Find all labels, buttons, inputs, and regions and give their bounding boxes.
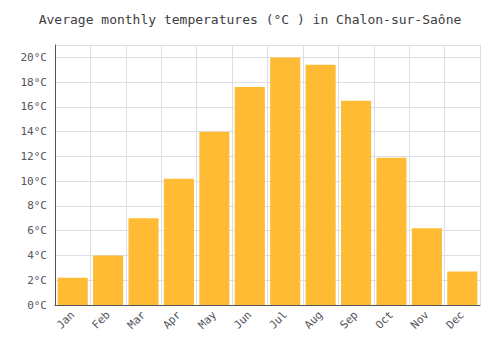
svg-text:16°C: 16°C xyxy=(21,100,48,113)
svg-text:Jun: Jun xyxy=(231,308,254,331)
svg-text:18°C: 18°C xyxy=(21,76,48,89)
svg-text:Apr: Apr xyxy=(160,308,183,331)
svg-text:May: May xyxy=(196,308,219,331)
svg-text:Average monthly temperatures (: Average monthly temperatures (°C ) in Ch… xyxy=(39,12,462,27)
svg-text:20°C: 20°C xyxy=(21,51,48,64)
svg-text:6°C: 6°C xyxy=(27,224,47,237)
svg-text:Feb: Feb xyxy=(89,308,112,331)
svg-text:0°C: 0°C xyxy=(27,299,47,312)
svg-text:10°C: 10°C xyxy=(21,175,48,188)
svg-text:4°C: 4°C xyxy=(27,249,47,262)
svg-text:Dec: Dec xyxy=(444,308,467,331)
svg-text:Jan: Jan xyxy=(54,308,77,331)
svg-text:8°C: 8°C xyxy=(27,199,47,212)
svg-text:Sep: Sep xyxy=(337,308,360,331)
svg-text:14°C: 14°C xyxy=(21,125,48,138)
svg-text:Aug: Aug xyxy=(302,308,325,331)
svg-text:Nov: Nov xyxy=(408,308,431,331)
svg-text:Mar: Mar xyxy=(125,308,148,331)
svg-text:Oct: Oct xyxy=(373,308,396,331)
svg-text:12°C: 12°C xyxy=(21,150,48,163)
svg-text:Jul: Jul xyxy=(267,308,290,331)
svg-text:2°C: 2°C xyxy=(27,274,47,287)
